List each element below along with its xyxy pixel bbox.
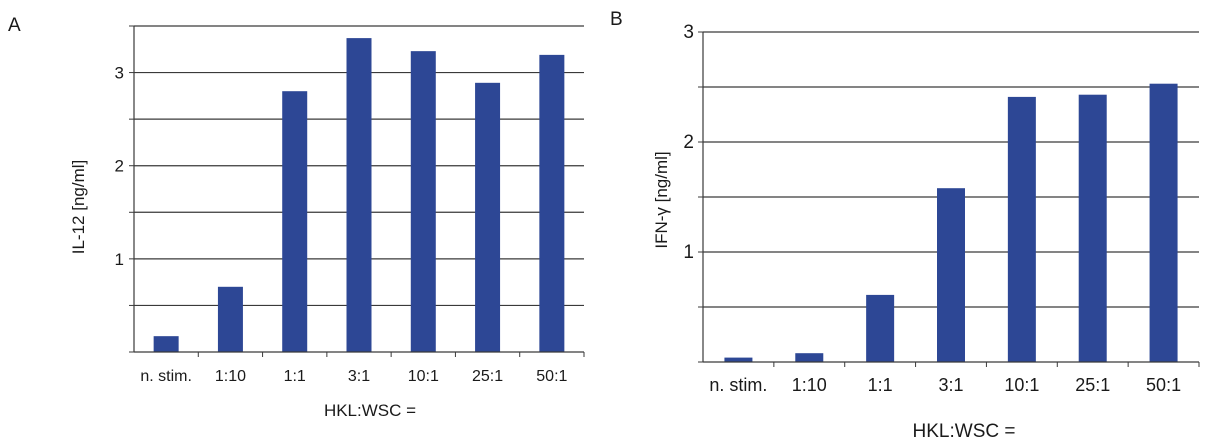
y-axis-label-b: IFN-γ [ng/ml] — [652, 151, 671, 248]
panel-a: A 1 2 3 n. stim. 1:10 1:1 3:1 10:1 25:1 50:1 IL-… — [8, 15, 585, 420]
y-tick-label-a: 1 — [115, 250, 124, 269]
bar-b-3 — [866, 294, 895, 362]
bar-b-6 — [1078, 94, 1107, 362]
x-axis-label-a: HKL:WSC = — [324, 401, 416, 420]
x-tick-label-b: 50:1 — [1146, 375, 1181, 395]
x-tick-label-a: 1:1 — [284, 368, 306, 385]
bar-a-2 — [217, 286, 243, 352]
x-axis-label-b: HKL:WSC = — [913, 421, 1016, 442]
x-tick-label-b: 10:1 — [1004, 375, 1039, 395]
x-tick-label-b: 1:1 — [868, 375, 893, 395]
bar-b-7 — [1149, 83, 1178, 362]
x-tick-label-a: 10:1 — [408, 368, 439, 385]
bar-b-4 — [937, 188, 965, 362]
x-ticks-a: n. stim. 1:10 1:1 3:1 10:1 25:1 50:1 — [140, 368, 567, 385]
axes-a — [129, 25, 585, 357]
x-tick-label-a: 25:1 — [472, 368, 503, 385]
y-axis-label-a: IL-12 [ng/ml] — [69, 160, 88, 255]
axes-b — [698, 31, 1200, 367]
y-ticks-b: 1 2 3 — [683, 22, 694, 263]
y-tick-label-a: 3 — [115, 64, 124, 83]
y-tick-label-b: 2 — [683, 132, 694, 153]
panel-b: B 1 2 3 n. stim. 1:10 1:1 3:1 10:1 25:1 50:1 IFN… — [610, 9, 1200, 442]
bar-a-1 — [153, 336, 179, 352]
bar-b-2 — [795, 353, 824, 362]
x-tick-label-b: 1:10 — [792, 375, 827, 395]
x-tick-label-a: 1:10 — [215, 368, 246, 385]
y-ticks-a: 1 2 3 — [115, 64, 124, 269]
bars-b — [724, 83, 1178, 363]
x-tick-label-a: 3:1 — [348, 368, 370, 385]
y-tick-label-b: 3 — [683, 22, 694, 43]
x-ticks-b: n. stim. 1:10 1:1 3:1 10:1 25:1 50:1 — [709, 375, 1181, 395]
bar-a-6 — [475, 82, 501, 353]
bar-a-7 — [539, 54, 565, 352]
bar-a-5 — [410, 51, 436, 353]
bar-b-5 — [1007, 96, 1036, 363]
panel-label-a: A — [8, 15, 21, 36]
bar-a-4 — [346, 38, 372, 352]
bar-a-3 — [282, 91, 308, 352]
x-tick-label-b: n. stim. — [709, 375, 767, 395]
y-tick-label-a: 2 — [115, 157, 124, 176]
y-tick-label-b: 1 — [683, 242, 694, 263]
bars-a — [153, 38, 565, 353]
panel-label-b: B — [610, 9, 623, 30]
x-tick-label-b: 25:1 — [1075, 375, 1110, 395]
x-tick-label-a: 50:1 — [536, 368, 567, 385]
x-tick-label-b: 3:1 — [938, 375, 963, 395]
x-tick-label-a: n. stim. — [140, 368, 192, 385]
bar-b-1 — [724, 357, 753, 362]
